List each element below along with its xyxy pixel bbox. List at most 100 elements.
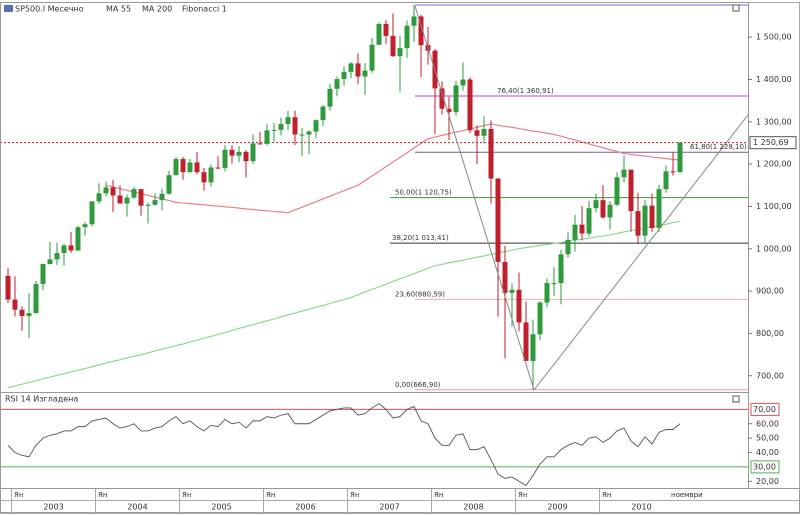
y-tick-label: 1 200,00 xyxy=(756,160,792,169)
candle-body xyxy=(110,187,116,196)
candle-body xyxy=(222,149,228,168)
candle-body xyxy=(187,162,193,173)
candle-body xyxy=(327,88,333,107)
candle-body xyxy=(313,120,319,132)
candle-body xyxy=(607,204,613,218)
candle-body xyxy=(103,187,109,194)
candle-body xyxy=(47,259,53,265)
candle-body xyxy=(670,171,676,173)
year-label: 2005 xyxy=(211,503,231,512)
candle-body xyxy=(5,275,11,300)
candle-body xyxy=(306,131,312,135)
candle-body xyxy=(82,224,88,228)
trend-line xyxy=(533,114,749,391)
legend-ma200: MA 200 xyxy=(142,5,172,14)
candle-body xyxy=(404,25,410,49)
candle-body xyxy=(208,167,214,183)
candle-body xyxy=(628,169,634,212)
overlay-layer: SP500.I Месечно MA 55 MA 200 Fibonacci 1… xyxy=(4,4,797,513)
candle-body xyxy=(376,24,382,45)
panel-button[interactable] xyxy=(732,395,740,403)
candle-body xyxy=(341,71,347,80)
candle-body xyxy=(530,334,536,361)
y-tick-label: 1 100,00 xyxy=(756,202,792,211)
trend-line xyxy=(414,5,535,391)
candle-body xyxy=(614,177,620,205)
chart-title: SP500.I Месечно xyxy=(15,5,84,14)
candle-body xyxy=(509,289,515,293)
candle-body xyxy=(551,283,557,285)
candle-body xyxy=(33,283,39,314)
candle-body xyxy=(474,130,480,136)
candle-body xyxy=(362,70,368,77)
candle-body xyxy=(537,302,543,335)
candle-body xyxy=(285,117,291,124)
candle-body xyxy=(250,143,256,162)
candle-body xyxy=(621,169,627,178)
rsi-band-box xyxy=(750,402,780,416)
candle-body xyxy=(19,309,25,317)
candle-body xyxy=(180,159,186,173)
rsi-title: RSI 14 Изгладена xyxy=(5,395,78,404)
candle-body xyxy=(383,24,389,36)
rsi-tick-label: 20,00 xyxy=(756,477,779,486)
y-tick-label: 1 300,00 xyxy=(756,117,792,126)
candle-body xyxy=(453,85,459,113)
y-tick-label: 900,00 xyxy=(756,287,784,296)
rsi-line xyxy=(7,403,681,487)
candle-body xyxy=(138,189,144,206)
candle-body xyxy=(124,197,130,204)
candle-body xyxy=(369,44,375,71)
candle-body xyxy=(201,172,207,183)
candle-body xyxy=(54,253,60,260)
rsi-tick-label: 60,00 xyxy=(756,419,779,428)
candle-body xyxy=(600,200,606,218)
y-tick-label: 1 500,00 xyxy=(756,33,792,42)
candle-body xyxy=(446,108,452,113)
legend-ma55: MA 55 xyxy=(106,5,131,14)
candle-body xyxy=(278,123,284,130)
fib-label: 76,40(1 360,91) xyxy=(497,87,554,95)
candle-body xyxy=(467,79,473,131)
candle-body xyxy=(334,79,340,89)
month-label: Ян xyxy=(350,491,359,499)
month-label: Ян xyxy=(182,491,191,499)
candle-body xyxy=(320,106,326,121)
fib-label: 0,00(666,90) xyxy=(395,381,441,389)
month-label: Ян xyxy=(266,491,275,499)
candle-body xyxy=(558,254,564,284)
year-label: 2006 xyxy=(295,503,315,512)
candle-body xyxy=(523,322,529,361)
y-tick-label: 800,00 xyxy=(756,329,784,338)
candle-body xyxy=(488,129,494,179)
candle-body xyxy=(572,224,578,240)
end-month-label: ноември xyxy=(671,491,703,499)
last-price-label: 1 250,69 xyxy=(753,138,789,147)
candle-body xyxy=(96,193,102,202)
rsi-tick-label: 50,00 xyxy=(756,434,779,443)
y-tick-label: 1 400,00 xyxy=(756,75,792,84)
candle-body xyxy=(89,201,95,225)
month-label: Ян xyxy=(98,491,107,499)
candle-body xyxy=(229,149,235,156)
candle-body xyxy=(642,205,648,236)
main-plot xyxy=(1,4,748,391)
candle-body xyxy=(236,151,242,156)
candle-body xyxy=(159,193,165,201)
candle-body xyxy=(264,130,270,144)
candle-body xyxy=(565,239,571,255)
panel-button[interactable] xyxy=(732,4,740,12)
symbol-icon xyxy=(4,5,13,12)
candle-body xyxy=(257,143,263,145)
candle-body xyxy=(117,195,123,204)
candle-body xyxy=(663,171,669,190)
candle-body xyxy=(173,159,179,176)
year-label: 2008 xyxy=(463,503,483,512)
rsi-band-label: 30,00 xyxy=(753,462,776,471)
candle-body xyxy=(649,205,655,229)
candle-body xyxy=(145,204,151,206)
candle-body xyxy=(579,224,585,234)
candle-body xyxy=(677,142,683,173)
rsi-tick-label: 40,00 xyxy=(756,448,779,457)
